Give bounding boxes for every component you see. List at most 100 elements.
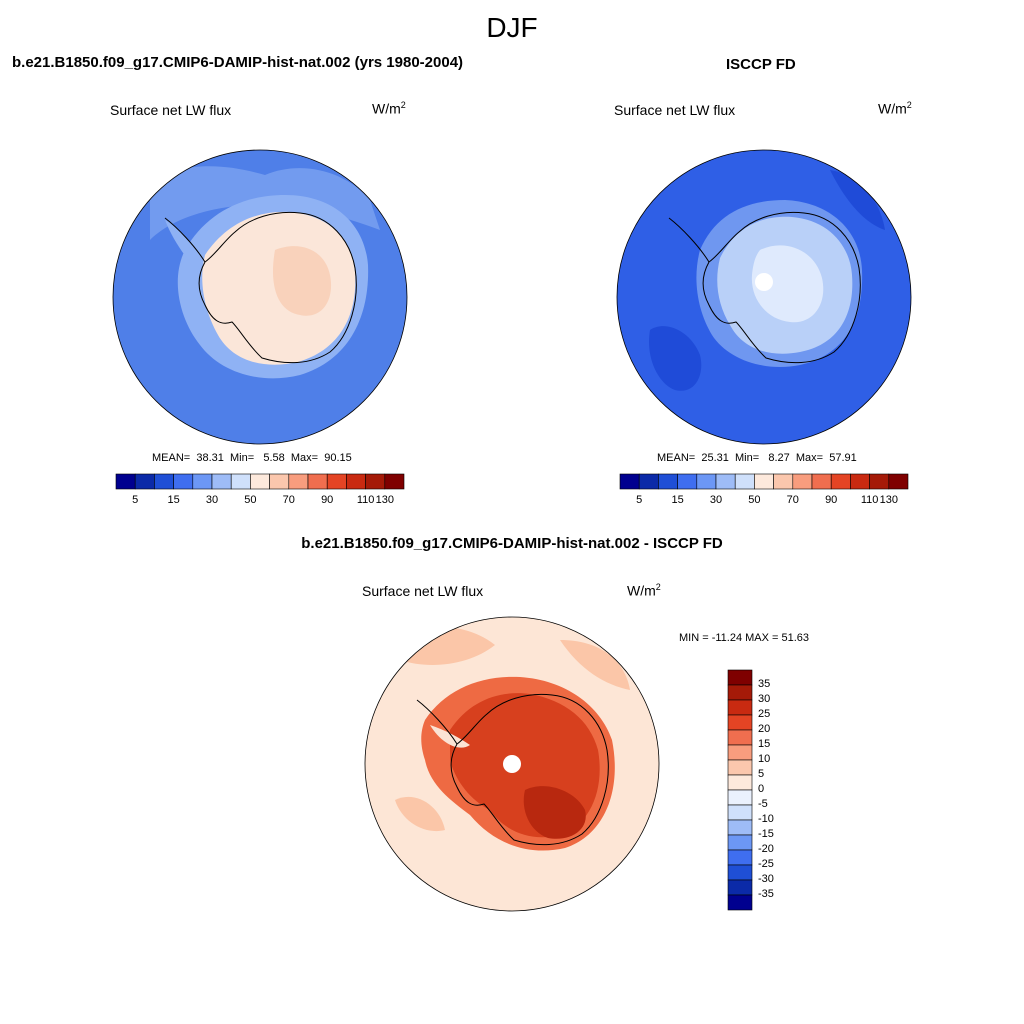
colorbar-diff-cell: [727, 864, 753, 881]
colorbar-diff-cell: [727, 879, 753, 896]
map-diff-land-dark: [523, 786, 586, 839]
map-model-coastline: [164, 211, 357, 364]
colorbar-obs-cell: [754, 473, 774, 490]
colorbar-diff-tick-label: -15: [758, 828, 774, 840]
colorbar-diff-cell: [727, 894, 753, 911]
panel-1-stats: MEAN= 38.31 Min= 5.58 Max= 90.15: [152, 452, 352, 464]
colorbar-model-cell: [288, 473, 309, 490]
colorbar-diff-tick-label: 5: [758, 768, 765, 780]
colorbar-diff-tick-label: -35: [758, 888, 774, 900]
colorbar-model-cell: [173, 473, 194, 490]
map-diff-ocean-patch-3: [395, 796, 445, 832]
panel-2-title: ISCCP FD: [726, 56, 796, 73]
colorbar-diff-cell: [727, 714, 753, 731]
colorbar-diff-tick-label: 35: [758, 678, 771, 690]
colorbar-diff-tick-label: -10: [758, 813, 774, 825]
colorbar-diff-cell: [727, 744, 753, 761]
colorbar-model-cell: [365, 473, 386, 490]
colorbar-model-cell: [134, 473, 155, 490]
colorbar-model-cell: [192, 473, 213, 490]
map-obs-pole-gap: [755, 273, 773, 291]
colorbar-diff-cell: [727, 669, 753, 686]
map-obs-ice-interior: [751, 245, 824, 323]
colorbar-obs-tick-label: 15: [671, 494, 684, 506]
colorbar-obs-cell: [888, 473, 909, 490]
colorbar-obs-cell: [677, 473, 698, 490]
colorbar-obs-cell: [619, 473, 640, 490]
map-diff-frame: [364, 616, 660, 912]
colorbar-obs-cell: [715, 473, 736, 490]
colorbar-obs: [619, 473, 909, 490]
map-diff: [365, 617, 659, 911]
colorbar-diff-tick-label: -20: [758, 843, 774, 855]
colorbar-diff-cell: [727, 684, 753, 701]
colorbar-model-cell: [307, 473, 328, 490]
colorbar-model-cell: [384, 473, 405, 490]
colorbar-obs-cell: [773, 473, 794, 490]
colorbar-obs-cell: [734, 473, 755, 490]
colorbar-obs-cell: [869, 473, 890, 490]
colorbar-obs-tick-label: 5: [636, 494, 643, 506]
colorbar-obs-cell: [638, 473, 659, 490]
colorbar-model-cell: [346, 473, 366, 490]
season-title: DJF: [486, 12, 538, 43]
map-obs-dark-patch-2: [830, 170, 885, 230]
colorbar-diff-tick-label: 20: [758, 723, 771, 735]
colorbar-obs-cell: [811, 473, 832, 490]
colorbar-diff-tick-label: 30: [758, 693, 771, 705]
map-model-frame: [112, 149, 408, 445]
colorbar-model: [115, 473, 405, 490]
map-obs-frame: [616, 149, 912, 445]
colorbar-model-tick-label: 50: [244, 494, 257, 506]
colorbar-diff-cell: [727, 759, 753, 776]
colorbar-obs-cell: [850, 473, 870, 490]
panel-3-stats: MIN = -11.24 MAX = 51.63: [679, 632, 810, 644]
colorbar-diff-cell: [727, 699, 753, 716]
colorbar-model-tick-label: 15: [167, 494, 180, 506]
colorbar-model-tick-label: 110: [356, 494, 375, 506]
panel-1-variable: Surface net LW flux: [110, 102, 232, 118]
colorbar-diff-cell: [727, 804, 753, 821]
panel-2-variable: Surface net LW flux: [614, 102, 736, 118]
colorbar-obs-cell: [830, 473, 851, 490]
colorbar-diff-cell: [727, 834, 753, 851]
colorbar-model-cell: [250, 473, 270, 490]
colorbar-diff-cell: [727, 774, 753, 791]
colorbar-obs-cell: [696, 473, 717, 490]
colorbar-diff-tick-label: 25: [758, 708, 771, 720]
colorbar-obs-cell: [792, 473, 813, 490]
colorbar-model-cell: [269, 473, 290, 490]
map-obs: [617, 150, 911, 444]
panel-1-title: b.e21.B1850.f09_g17.CMIP6-DAMIP-hist-nat…: [12, 54, 464, 71]
map-model-ice-interior: [272, 246, 332, 316]
panel-2-stats: MEAN= 25.31 Min= 8.27 Max= 57.91: [657, 452, 857, 464]
colorbar-model-cell: [115, 473, 136, 490]
colorbar-obs-tick-label: 30: [709, 494, 723, 506]
colorbar-diff-cell: [727, 789, 753, 806]
panel-1-units: W/m2: [372, 100, 406, 117]
colorbar-model-tick-label: 90: [321, 494, 334, 506]
colorbar-obs-tick-label: 70: [786, 494, 799, 506]
panel-2-units: W/m2: [878, 100, 912, 117]
colorbar-model-tick-label: 5: [132, 494, 139, 506]
colorbar-model-tick-label: 30: [205, 494, 219, 506]
panel-3-units: W/m2: [627, 582, 661, 599]
colorbar-diff-tick-label: -5: [758, 798, 768, 810]
colorbar-obs-tick-label: 110: [860, 494, 879, 506]
map-diff-ocean-patch-2: [560, 640, 630, 690]
colorbar-model-cell: [326, 473, 347, 490]
colorbar-diff: [727, 669, 753, 911]
colorbar-diff-tick-label: 10: [758, 753, 771, 765]
colorbar-diff-tick-label: 15: [758, 738, 771, 750]
colorbar-model-tick-label: 130: [375, 494, 394, 506]
map-model: [113, 150, 407, 444]
colorbar-model-cell: [230, 473, 251, 490]
colorbar-obs-tick-label: 90: [825, 494, 838, 506]
map-obs-dark-patch-1: [649, 326, 702, 391]
colorbar-diff-cell: [727, 819, 753, 836]
colorbar-diff-tick-label: -30: [758, 873, 774, 885]
colorbar-model-cell: [154, 473, 174, 490]
colorbar-obs-tick-label: 130: [879, 494, 898, 506]
colorbar-diff-tick-label: 0: [758, 783, 765, 795]
